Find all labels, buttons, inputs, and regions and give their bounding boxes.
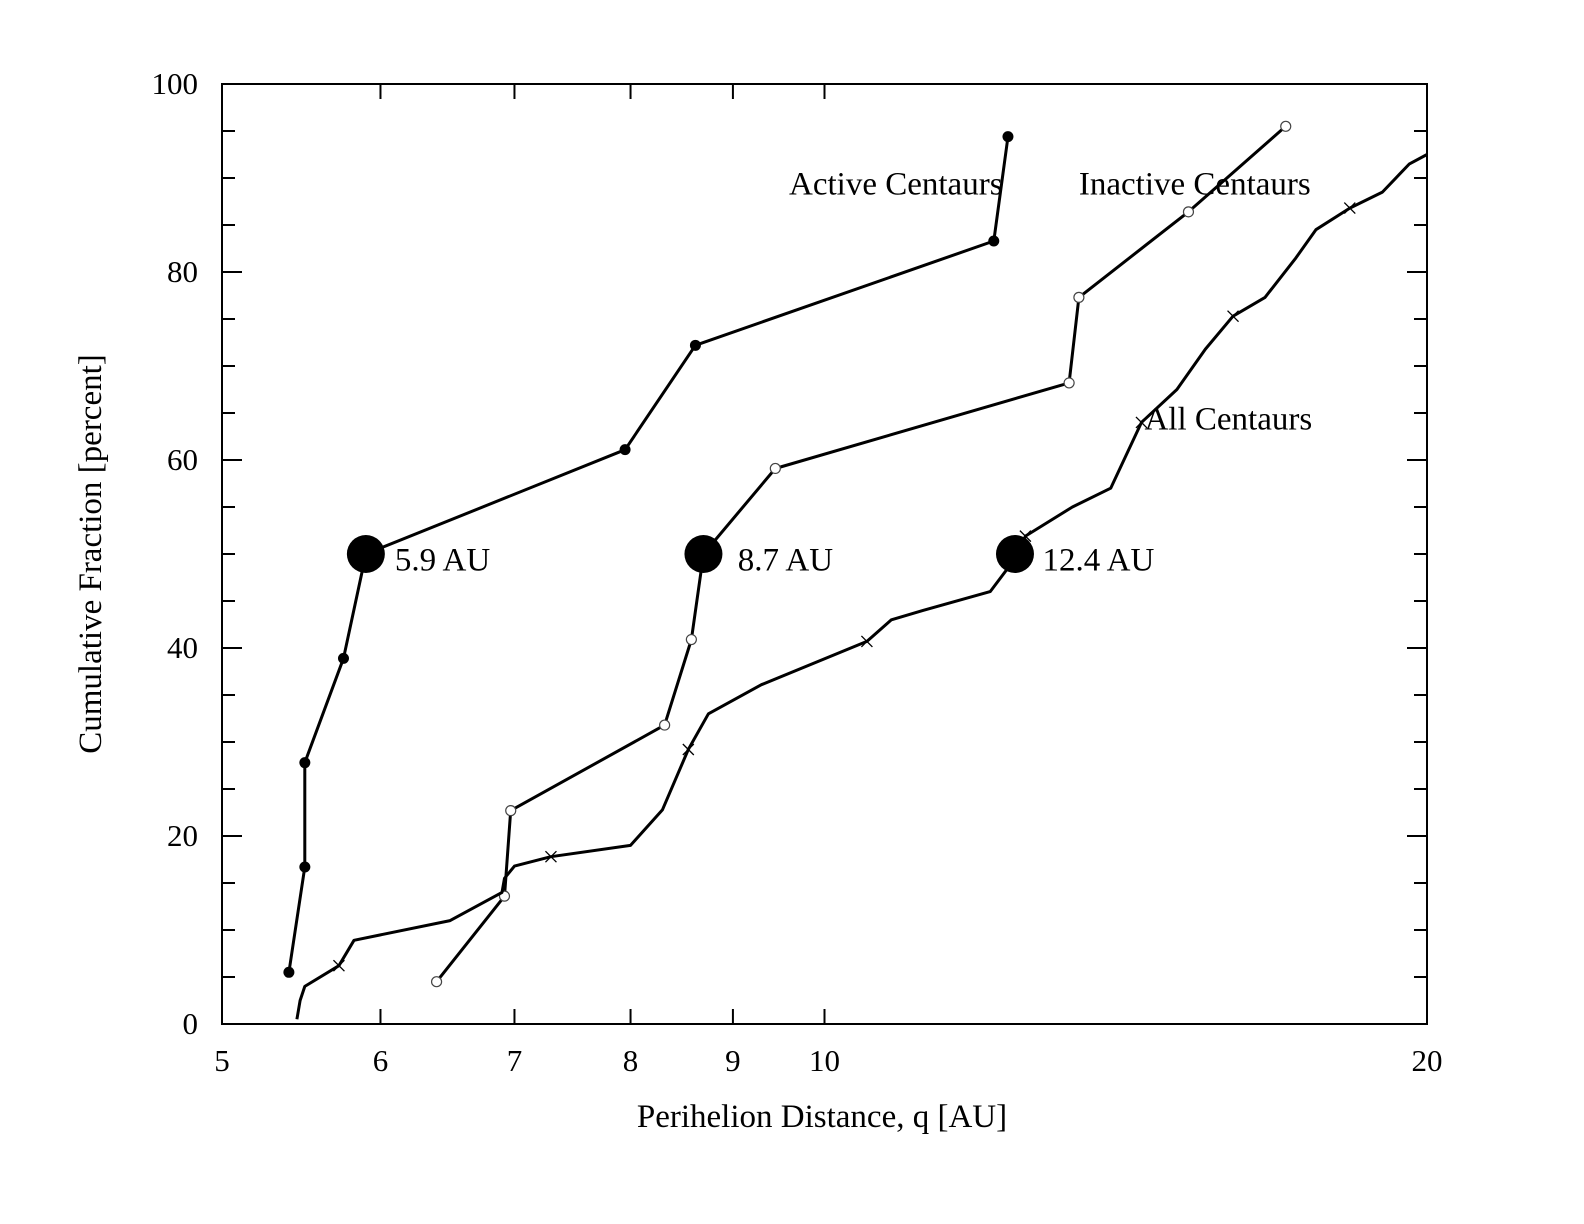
- x-tick-label: 6: [373, 1043, 389, 1078]
- x-tick-label: 10: [809, 1043, 840, 1078]
- x-tick-label: 8: [623, 1043, 639, 1078]
- median-marker: [684, 535, 723, 573]
- x-axis-title: Perihelion Distance, q [AU]: [637, 1099, 1007, 1135]
- y-tick-label: 20: [167, 818, 198, 853]
- inactive-centaurs-point: [1073, 291, 1085, 303]
- active-centaurs-point: [299, 861, 311, 873]
- median-label: 5.9 AU: [395, 543, 491, 579]
- all-centaurs-point: [860, 635, 873, 648]
- inactive-centaurs-point: [1182, 206, 1195, 218]
- ticks-layer: 5 6 7 8 9 10 20 0 20 40 60 80 100: [152, 66, 1443, 1078]
- all-centaurs-point: [682, 743, 695, 756]
- y-tick-label: 80: [167, 254, 198, 289]
- y-tick-label: 60: [167, 442, 198, 477]
- y-tick-label: 0: [183, 1006, 199, 1041]
- median-marker: [995, 535, 1034, 573]
- y-axis-title: Cumulative Fraction [percent]: [73, 354, 109, 754]
- active-centaurs-point: [337, 652, 349, 664]
- inactive-centaurs-point: [685, 633, 697, 646]
- active-centaurs-point: [619, 444, 631, 456]
- active-centaurs-point: [988, 235, 1000, 247]
- all-centaurs-point: [1343, 202, 1356, 215]
- median-marker: [346, 535, 385, 573]
- annotations-layer: Active Centaurs Inactive Centaurs All Cent…: [346, 167, 1312, 579]
- x-tick-label: 7: [507, 1043, 523, 1078]
- median-label: 8.7 AU: [738, 543, 834, 579]
- inactive-centaurs-point: [769, 462, 781, 475]
- active-centaurs-point: [689, 339, 701, 351]
- inactive-centaurs-point: [1280, 120, 1292, 132]
- y-tick-label: 40: [167, 630, 198, 665]
- median-label: 12.4 AU: [1042, 543, 1154, 579]
- x-tick-label: 9: [725, 1043, 741, 1078]
- y-tick-label: 100: [152, 66, 199, 101]
- x-tick-label: 5: [214, 1043, 230, 1078]
- inactive-centaurs-point: [430, 976, 443, 988]
- active-centaurs-point: [1002, 131, 1014, 143]
- series-annotation: Active Centaurs: [789, 167, 1003, 203]
- series-annotation: Inactive Centaurs: [1079, 167, 1311, 203]
- all-centaurs-point: [1227, 310, 1239, 323]
- inactive-centaurs-point: [505, 805, 517, 817]
- all-centaurs-line: [295, 153, 1428, 1020]
- all-centaurs-point: [544, 850, 557, 863]
- all-centaurs-point: [1135, 416, 1148, 429]
- inactive-centaurs-point: [659, 719, 671, 731]
- inactive-centaurs-point: [1063, 377, 1075, 389]
- active-centaurs-point: [283, 966, 295, 978]
- active-centaurs-point: [299, 757, 311, 769]
- all-centaurs-point: [332, 959, 345, 972]
- series-annotation: All Centaurs: [1144, 402, 1312, 438]
- x-tick-label: 20: [1412, 1043, 1443, 1078]
